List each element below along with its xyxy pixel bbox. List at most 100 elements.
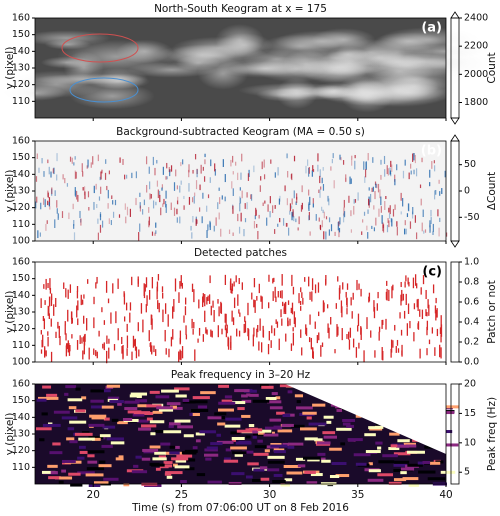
heatmap-texture xyxy=(309,291,311,300)
heatmap-texture xyxy=(93,201,95,210)
heatmap-texture xyxy=(138,232,140,241)
heatmap-texture xyxy=(135,399,147,403)
heatmap-texture xyxy=(432,223,434,232)
heatmap-texture xyxy=(41,412,48,416)
heatmap-texture xyxy=(252,479,262,483)
heatmap-texture xyxy=(71,316,73,324)
heatmap-texture xyxy=(372,186,374,192)
heatmap-texture xyxy=(180,350,182,361)
heatmap-texture xyxy=(146,417,153,421)
heatmap-texture xyxy=(82,350,84,360)
heatmap-texture xyxy=(400,211,402,215)
heatmap-texture xyxy=(135,346,138,359)
heatmap-texture xyxy=(302,297,304,305)
heatmap-texture xyxy=(223,459,239,463)
heatmap-texture xyxy=(370,193,372,203)
heatmap-texture xyxy=(238,309,240,314)
heatmap-texture xyxy=(375,217,377,226)
heatmap-texture xyxy=(390,218,392,223)
heatmap-texture xyxy=(231,310,233,322)
heatmap-texture xyxy=(77,456,85,460)
heatmap-texture xyxy=(212,300,214,308)
heatmap-texture xyxy=(90,399,104,403)
heatmap-texture xyxy=(226,324,228,334)
heatmap-texture xyxy=(439,327,442,335)
heatmap-texture xyxy=(41,470,56,474)
heatmap-texture xyxy=(131,172,133,179)
heatmap-texture xyxy=(235,161,237,166)
heatmap-texture xyxy=(45,350,47,357)
heatmap-texture xyxy=(408,172,410,180)
heatmap-texture xyxy=(311,278,314,291)
colorbar xyxy=(450,261,460,363)
heatmap-texture xyxy=(380,206,382,213)
heatmap-texture xyxy=(278,198,281,205)
heatmap-texture xyxy=(182,398,190,402)
heatmap-texture xyxy=(97,154,99,162)
heatmap-texture xyxy=(233,281,235,287)
heatmap-texture xyxy=(197,405,208,409)
heatmap-texture xyxy=(373,307,376,319)
heatmap-texture xyxy=(48,296,51,307)
heatmap-texture xyxy=(260,477,270,481)
heatmap-texture xyxy=(424,229,427,233)
heatmap-texture xyxy=(287,445,295,449)
colorbar xyxy=(450,140,460,242)
heatmap-texture xyxy=(203,453,219,457)
heatmap-texture xyxy=(84,333,86,342)
heatmap-texture xyxy=(404,220,406,226)
heatmap-texture xyxy=(65,333,67,341)
heatmap-texture xyxy=(239,312,241,317)
heatmap-texture xyxy=(405,228,407,235)
heatmap-texture xyxy=(107,396,120,400)
heatmap-texture xyxy=(278,338,280,351)
colorbar-tick-label: 0.6 xyxy=(464,297,479,308)
y-tick-label: 130 xyxy=(12,186,30,197)
heatmap-texture xyxy=(196,219,198,224)
heatmap-texture xyxy=(118,214,121,218)
heatmap-texture xyxy=(330,224,333,232)
heatmap-texture xyxy=(190,225,192,231)
heatmap-texture xyxy=(322,184,325,191)
heatmap-texture xyxy=(97,218,99,224)
heatmap-texture xyxy=(263,433,279,437)
heatmap-texture xyxy=(195,180,198,190)
heatmap-texture xyxy=(263,159,265,168)
heatmap-texture xyxy=(151,463,165,467)
heatmap-texture xyxy=(441,430,453,434)
heatmap-texture xyxy=(284,478,293,482)
heatmap-texture xyxy=(264,200,266,204)
heatmap-texture xyxy=(429,461,441,465)
colorbar-tick-label: 1.0 xyxy=(464,257,479,268)
heatmap-texture xyxy=(44,39,92,50)
heatmap-texture xyxy=(163,430,182,434)
heatmap-texture xyxy=(349,327,352,338)
heatmap-texture xyxy=(267,468,280,472)
heatmap-texture xyxy=(262,202,264,206)
heatmap-texture xyxy=(67,309,69,322)
heatmap-texture xyxy=(289,203,292,212)
heatmap-texture xyxy=(374,190,376,200)
heatmap-texture xyxy=(241,399,252,403)
heatmap-texture xyxy=(230,159,232,167)
heatmap-texture xyxy=(186,458,196,462)
heatmap-texture xyxy=(241,414,251,418)
heatmap-texture xyxy=(253,468,265,472)
heatmap-texture xyxy=(86,165,88,169)
heatmap-texture xyxy=(255,88,312,102)
heatmap-texture xyxy=(166,402,181,406)
heatmap-texture xyxy=(152,156,154,166)
heatmap-texture xyxy=(273,277,275,283)
heatmap-texture xyxy=(185,334,188,340)
heatmap-texture xyxy=(66,437,75,441)
heatmap-texture xyxy=(374,350,376,358)
heatmap-texture xyxy=(103,477,119,481)
heatmap-texture xyxy=(74,156,76,160)
heatmap-texture xyxy=(245,435,251,439)
heatmap-texture xyxy=(429,169,431,178)
heatmap-texture xyxy=(385,318,387,330)
y-tick-label: 140 xyxy=(12,169,30,180)
heatmap-texture xyxy=(65,385,77,389)
heatmap-texture xyxy=(77,300,79,311)
heatmap-texture xyxy=(375,183,377,188)
